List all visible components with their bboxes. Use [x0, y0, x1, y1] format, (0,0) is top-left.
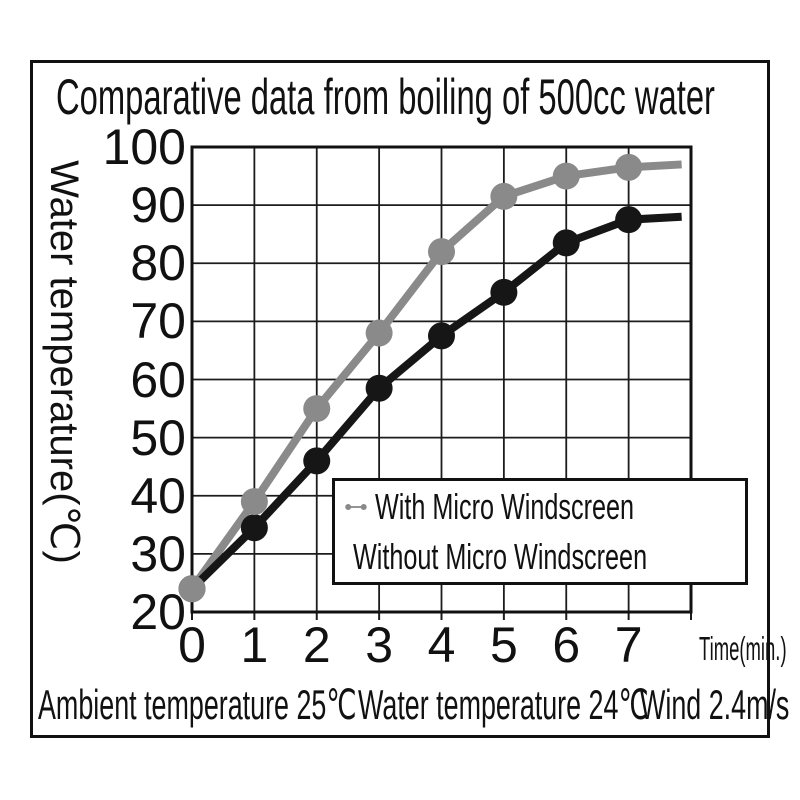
- data-point-with-windscreen: [178, 575, 206, 603]
- data-point-with-windscreen: [615, 153, 643, 181]
- data-point-with-windscreen: [552, 162, 580, 190]
- legend-item-without-windscreen: Without Micro Windscreen: [345, 534, 745, 580]
- x-tick-label: 5: [489, 617, 518, 673]
- legend-label-with-windscreen: With Micro Windscreen: [374, 485, 634, 527]
- data-point-without-windscreen: [365, 374, 393, 402]
- legend-label-without-windscreen: Without Micro Windscreen: [353, 535, 648, 577]
- y-tick-label: 70: [130, 293, 186, 350]
- footnote-ambient-temperature: Ambient temperature 25℃: [38, 681, 357, 728]
- data-point-with-windscreen: [303, 395, 331, 423]
- line-dot-marker-icon: [345, 503, 367, 510]
- data-point-without-windscreen: [552, 229, 580, 257]
- plot-border: [190, 145, 693, 614]
- y-tick-label: 40: [130, 467, 186, 524]
- x-tick-label: 1: [240, 617, 269, 673]
- y-tick-label: 90: [130, 177, 186, 234]
- x-tick-label: 0: [178, 617, 206, 673]
- x-axis-unit-label: Time(min.): [699, 630, 787, 667]
- data-point-with-windscreen: [240, 488, 268, 516]
- y-tick-label: 100: [102, 119, 186, 175]
- legend-item-with-windscreen: With Micro Windscreen: [345, 484, 745, 530]
- data-point-without-windscreen: [428, 322, 455, 350]
- data-point-with-windscreen: [365, 319, 393, 347]
- footnote-water-temperature: Water temperature 24℃: [358, 681, 649, 728]
- data-point-without-windscreen: [615, 206, 643, 234]
- y-tick-label: 60: [130, 351, 186, 408]
- x-tick-label: 4: [427, 617, 456, 673]
- y-tick-label: 30: [130, 525, 186, 582]
- y-tick-label: 80: [130, 235, 186, 292]
- outer-border: [30, 60, 770, 738]
- data-point-with-windscreen: [490, 182, 518, 210]
- x-tick-label: 6: [552, 617, 581, 673]
- y-tick-label: 50: [130, 409, 186, 466]
- chart-title: Comparative data from boiling of 500cc w…: [56, 69, 715, 125]
- x-tick-label: 3: [365, 617, 394, 673]
- data-point-with-windscreen: [428, 238, 455, 266]
- footnote-wind-speed: Wind 2.4m/s: [640, 681, 790, 728]
- y-tick-label: 20: [130, 584, 186, 640]
- data-point-without-windscreen: [490, 278, 518, 306]
- x-tick-label: 7: [614, 617, 643, 673]
- legend: With Micro Windscreen Without Micro Wind…: [332, 478, 748, 585]
- data-point-without-windscreen: [303, 447, 331, 475]
- data-point-without-windscreen: [240, 514, 268, 542]
- x-tick-label: 2: [302, 617, 331, 673]
